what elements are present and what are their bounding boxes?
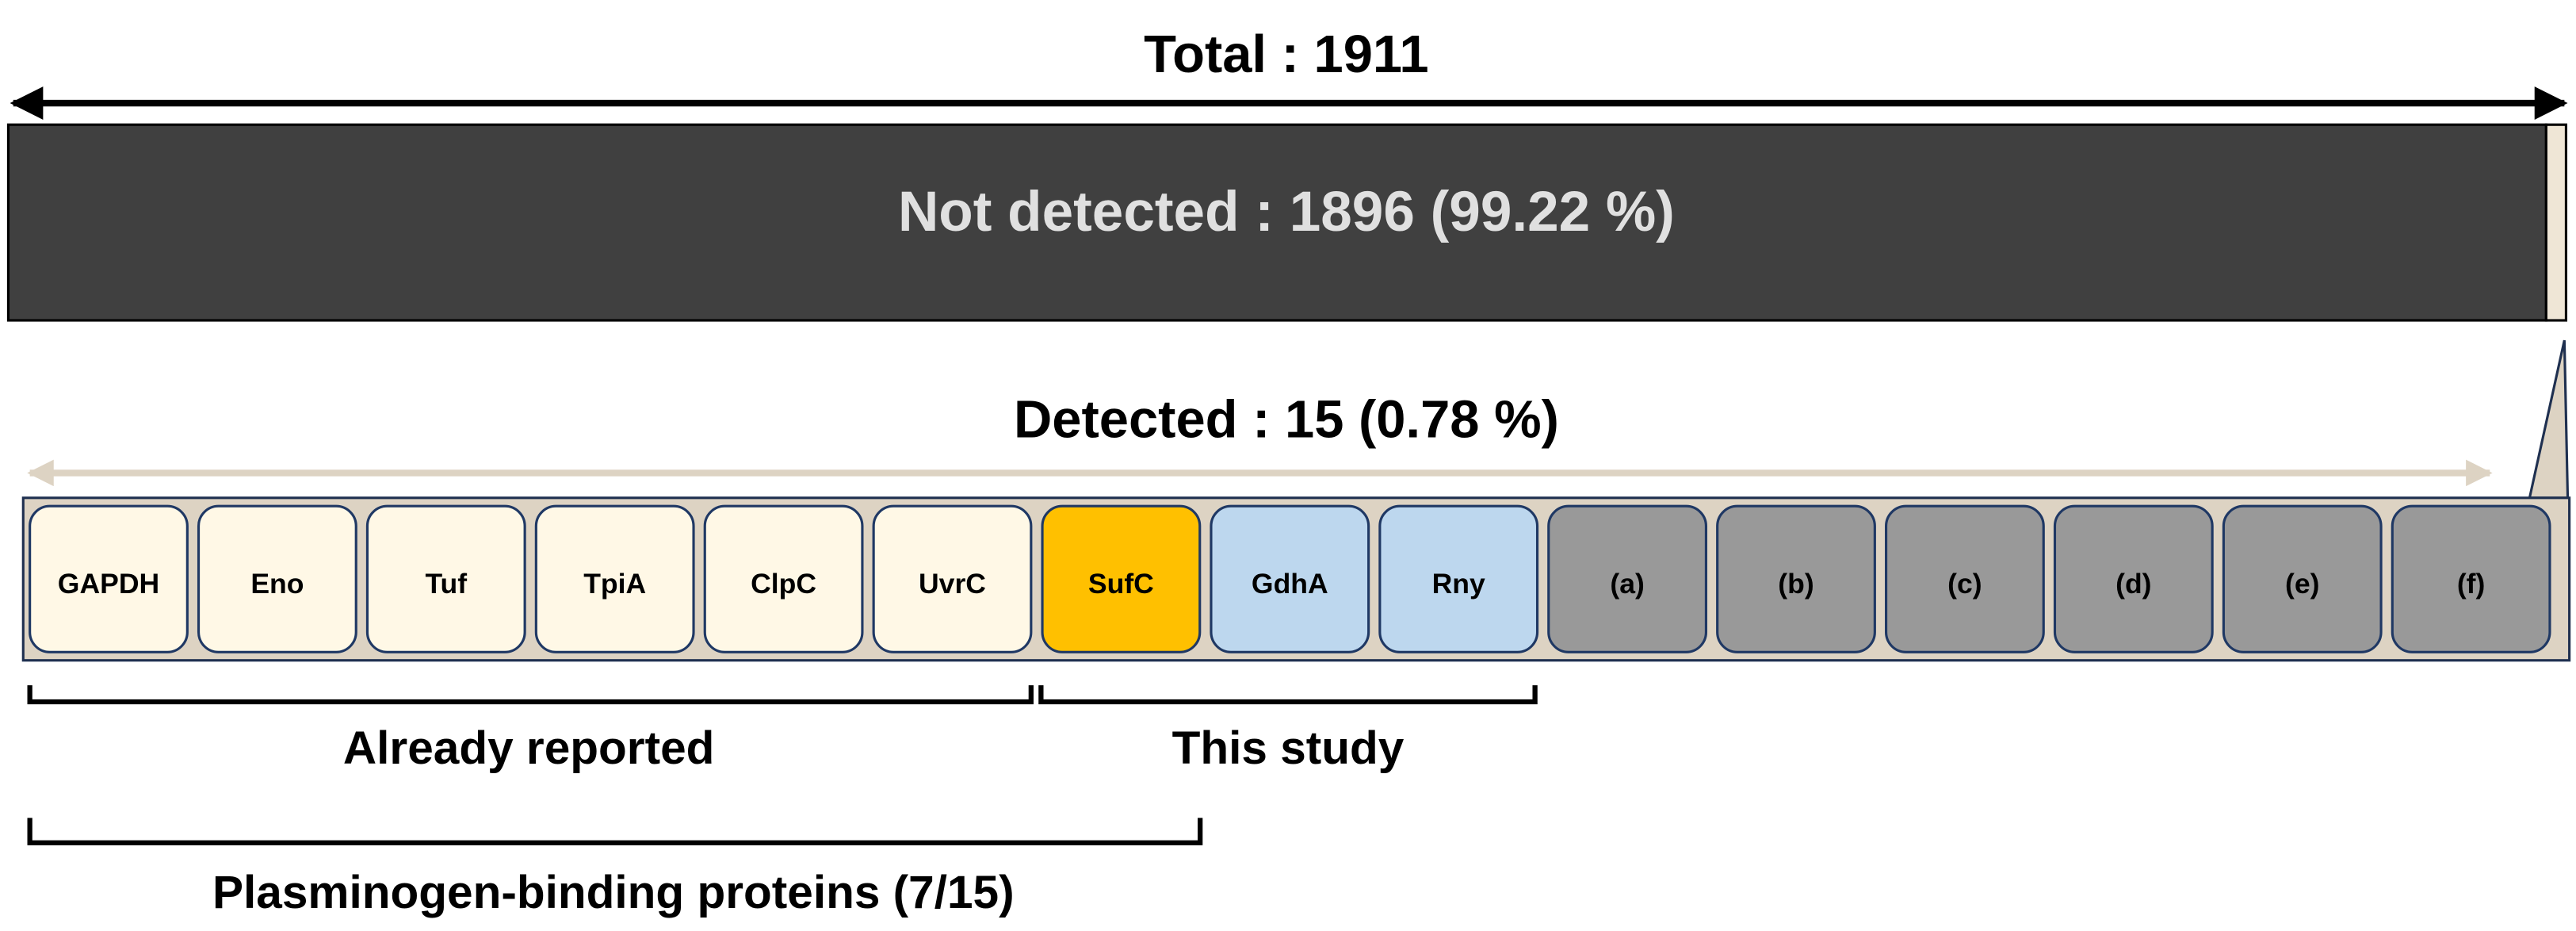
protein-label: Eno (250, 568, 304, 600)
protein-box (872, 504, 1033, 653)
protein-label: Rny (1432, 568, 1485, 600)
protein-box (1547, 504, 1708, 653)
protein-boxes: GAPDH Eno Tuf TpiA ClpC UvrC SufC GdhA Rny (a) (b)… (29, 504, 2551, 653)
protein-box (1378, 504, 1539, 653)
protein-label: SufC (1088, 568, 1154, 600)
protein-box (1885, 504, 2045, 653)
protein-box (1716, 504, 1876, 653)
protein-label: (b) (1778, 568, 1814, 600)
protein-label: (c) (1947, 568, 1982, 600)
protein-label: (a) (1610, 568, 1644, 600)
bracket (27, 685, 1034, 705)
bracket-label: This study (1172, 722, 1405, 774)
protein-label: ClpC (751, 568, 816, 600)
protein-box (2391, 504, 2551, 653)
total-label: Total : 1911 (1144, 25, 1428, 84)
protein-label: GAPDH (58, 568, 159, 600)
protein-label: (e) (2285, 568, 2319, 600)
zoom-wedge (2528, 339, 2570, 500)
detected-slice (2544, 123, 2568, 322)
detected-label: Detected : 15 (0.78 %) (1014, 389, 1559, 449)
protein-box (1210, 504, 1370, 653)
protein-box (703, 504, 864, 653)
bracket-label: Already reported (343, 722, 715, 774)
not-detected-bar (6, 123, 2547, 322)
protein-label: (f) (2457, 568, 2486, 600)
bracket (27, 818, 1203, 845)
protein-box (1041, 504, 1202, 653)
protein-label: Tuf (425, 568, 467, 600)
protein-box (197, 504, 357, 653)
protein-box (365, 504, 526, 653)
protein-box (2053, 504, 2214, 653)
protein-box (29, 504, 189, 653)
bracket (1038, 685, 1538, 705)
protein-label: GdhA (1252, 568, 1328, 600)
bracket-label: Plasminogen-binding proteins (7/15) (212, 867, 1015, 918)
protein-label: UvrC (919, 568, 986, 600)
protein-label: (d) (2115, 568, 2151, 600)
protein-box (534, 504, 695, 653)
protein-label: TpiA (583, 568, 646, 600)
not-detected-label: Not detected : 1896 (99.22 %) (898, 181, 1675, 243)
protein-box (2222, 504, 2383, 653)
